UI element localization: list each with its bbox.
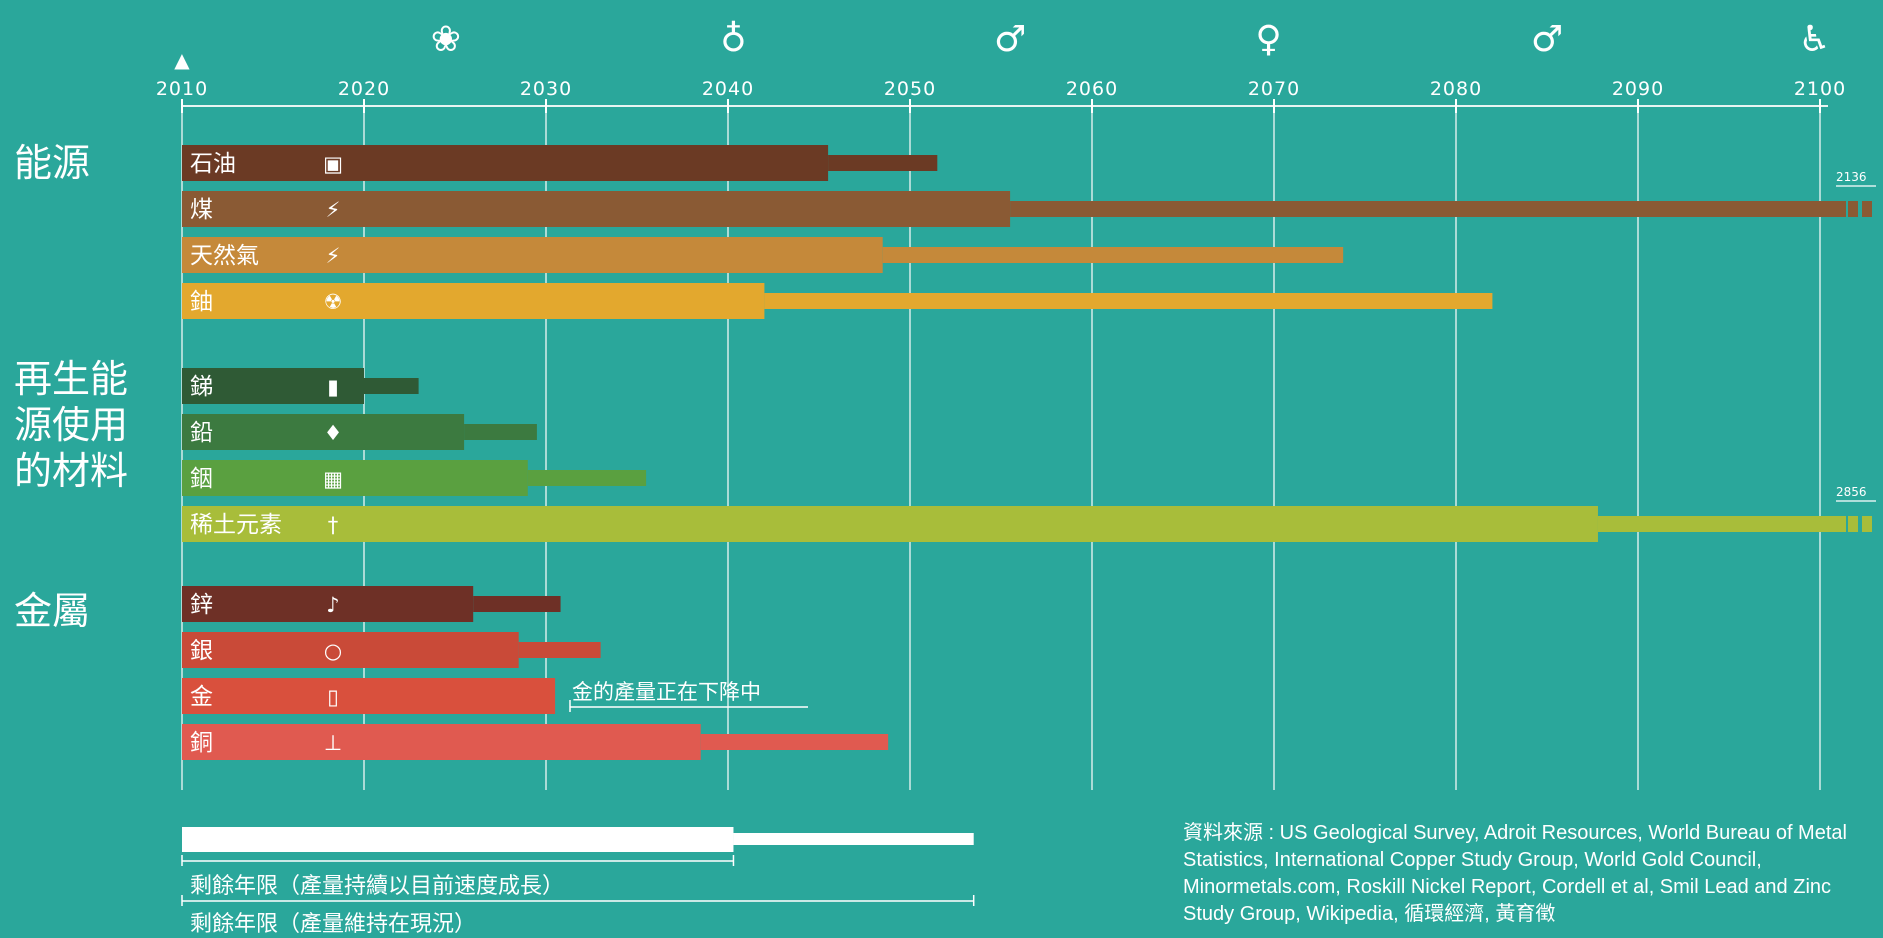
current-level-bar	[700, 734, 889, 750]
bar-label: 銦	[190, 466, 213, 492]
wheelchair-icon: ♿	[1798, 19, 1831, 60]
elder-icon: ♀	[1255, 19, 1282, 60]
growth-bar	[182, 368, 364, 404]
continuation-block	[1862, 516, 1872, 532]
continuation-block	[1848, 201, 1858, 217]
bar-label: 石油	[190, 151, 236, 177]
bar-label: 銅	[190, 730, 213, 756]
current-level-bar	[1597, 516, 1846, 532]
growth-bar	[182, 191, 1011, 227]
current-level-bar	[473, 596, 561, 612]
bar-label: 鈾	[190, 289, 213, 315]
battery-icon: ▮	[327, 375, 339, 399]
growth-bar	[182, 283, 765, 319]
beyond-year-label: 2136	[1836, 170, 1867, 184]
x-tick-label: 2080	[1429, 78, 1483, 100]
child-icon: ❀	[430, 19, 461, 60]
wind-turbine-icon: †	[328, 513, 339, 537]
lightning-icon: ⚡	[326, 244, 341, 268]
x-tick-label: 2070	[1247, 78, 1301, 100]
ring-icon: ○	[324, 639, 342, 663]
bar-label: 金	[190, 684, 213, 710]
x-tick-label: 2050	[883, 78, 937, 100]
x-tick-label: 2020	[337, 78, 391, 100]
growth-bar	[182, 632, 519, 668]
x-tick-label: 2100	[1793, 78, 1847, 100]
group-label-renewable-materials: 再生能 源使用 的材料	[14, 357, 129, 493]
radiation-icon: ☢	[324, 290, 343, 314]
saxophone-icon: ♪	[326, 593, 339, 617]
x-tick-label: 2030	[519, 78, 573, 100]
current-level-bar	[364, 378, 419, 394]
growth-bar	[182, 237, 883, 273]
bride-icon: ♁	[720, 19, 747, 60]
beyond-year-label: 2856	[1836, 485, 1867, 499]
legend-current-bar	[733, 833, 974, 845]
elderly-couple-icon: ♂	[1530, 19, 1564, 60]
bar-label: 鋅	[190, 592, 213, 618]
x-tick-label: 2090	[1611, 78, 1665, 100]
legend-growth-bar	[182, 827, 734, 852]
x-tick-label: 2060	[1065, 78, 1119, 100]
growth-bar	[182, 145, 829, 181]
fuel-pump-icon: ▣	[323, 152, 343, 176]
current-level-bar	[828, 155, 938, 171]
current-level-bar	[882, 247, 1344, 263]
family-icon: ♂	[993, 19, 1027, 60]
group-label-metals: 金屬	[14, 589, 91, 633]
bar-label: 銀	[190, 638, 213, 664]
current-level-bar	[527, 470, 647, 486]
current-level-bar	[764, 293, 1493, 309]
growth-bar	[182, 724, 701, 760]
current-level-bar	[464, 424, 537, 440]
bar-label: 稀土元素	[190, 512, 282, 538]
group-label-energy: 能源	[14, 141, 91, 185]
bar-label: 煤	[190, 197, 213, 223]
growth-bar	[182, 678, 556, 714]
car-icon: ♦	[324, 421, 343, 445]
lightning-icon: ⚡	[326, 198, 341, 222]
growth-bar	[182, 460, 528, 496]
gold-annotation: 金的產量正在下降中	[572, 680, 761, 704]
bar-label: 銻	[190, 374, 213, 400]
current-level-bar	[518, 642, 601, 658]
continuation-block	[1848, 516, 1858, 532]
x-tick-label: 2010	[155, 78, 209, 100]
baby-icon: ▲	[174, 48, 190, 72]
current-level-bar	[1010, 201, 1846, 217]
phone-icon: ▯	[327, 685, 339, 709]
legend-growth-label: 剩餘年限（產量持續以目前速度成長）	[190, 874, 565, 899]
growth-bar	[182, 586, 474, 622]
x-tick-label: 2040	[701, 78, 755, 100]
growth-bar	[182, 506, 1598, 542]
faucet-icon: ⊥	[324, 731, 342, 755]
continuation-block	[1862, 201, 1872, 217]
source-note: 資料來源 : US Geological Survey, Adroit Reso…	[1183, 822, 1847, 925]
growth-bar	[182, 414, 465, 450]
bar-label: 天然氣	[190, 243, 259, 269]
solar-panel-icon: ▦	[323, 467, 343, 491]
bar-label: 鉛	[190, 420, 213, 446]
legend-current-label: 剩餘年限（產量維持在現況）	[190, 912, 477, 937]
